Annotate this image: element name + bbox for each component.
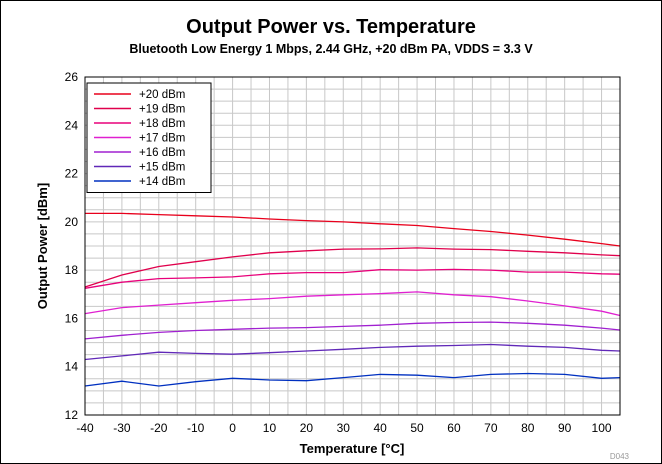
- x-tick-label: 0: [229, 421, 236, 435]
- x-tick-label: 90: [558, 421, 572, 435]
- legend-label: +14 dBm: [139, 176, 185, 188]
- x-tick-label: -40: [76, 421, 94, 435]
- y-tick-label: 16: [65, 311, 79, 325]
- x-tick-label: 80: [521, 421, 535, 435]
- x-tick-label: -30: [113, 421, 131, 435]
- y-tick-label: 22: [65, 167, 79, 181]
- series-line-16-dbm: [84, 321, 621, 340]
- x-tick-label: 50: [410, 421, 424, 435]
- x-tick-label: -20: [150, 421, 168, 435]
- series-line-14-dbm: [84, 372, 621, 387]
- x-tick-label: 60: [447, 421, 461, 435]
- legend-label: +18 dBm: [139, 118, 185, 130]
- series-lines: [84, 212, 621, 387]
- series-line-15-dbm: [84, 343, 621, 361]
- y-tick-label: 14: [65, 360, 79, 374]
- chart-title: Output Power vs. Temperature: [186, 16, 476, 38]
- legend-label: +19 dBm: [139, 104, 185, 116]
- x-tick-label: 10: [263, 421, 277, 435]
- legend: +20 dBm +19 dBm +18 dBm +17 dBm +16 dBm +15 d…: [86, 82, 212, 193]
- legend-label: +16 dBm: [139, 147, 185, 159]
- series-line-17-dbm: [84, 291, 621, 317]
- legend-label: +20 dBm: [139, 89, 185, 101]
- x-tick-label: -10: [187, 421, 205, 435]
- plot-area-border: [84, 76, 621, 416]
- x-tick-label: 30: [337, 421, 351, 435]
- y-tick-label: 18: [65, 263, 79, 277]
- x-tick-label: 40: [373, 421, 387, 435]
- y-tick-label: 24: [65, 118, 79, 132]
- figure-code: D043: [610, 452, 630, 461]
- x-tick-label: 70: [484, 421, 498, 435]
- y-tick-label: 20: [65, 215, 79, 229]
- x-tick-label: 20: [300, 421, 314, 435]
- chart-subtitle: Bluetooth Low Energy 1 Mbps, 2.44 GHz, +…: [129, 42, 533, 56]
- legend-label: +17 dBm: [139, 133, 185, 145]
- series-line-18-dbm: [84, 268, 621, 289]
- series-line-19-dbm: [84, 247, 621, 288]
- y-tick-label: 12: [65, 408, 79, 422]
- legend-label: +15 dBm: [139, 162, 185, 174]
- series-line-20-dbm: [85, 212, 621, 247]
- x-axis-label: Temperature [°C]: [300, 441, 405, 456]
- y-axis-label: Output Power [dBm]: [35, 183, 50, 309]
- y-tick-label: 26: [65, 70, 79, 84]
- x-tick-label: 100: [592, 421, 612, 435]
- tick-labels: -40 -30 -20 -10 0 10 20 30 40 50 60 70 80 90 100 12 14 16…: [65, 70, 612, 435]
